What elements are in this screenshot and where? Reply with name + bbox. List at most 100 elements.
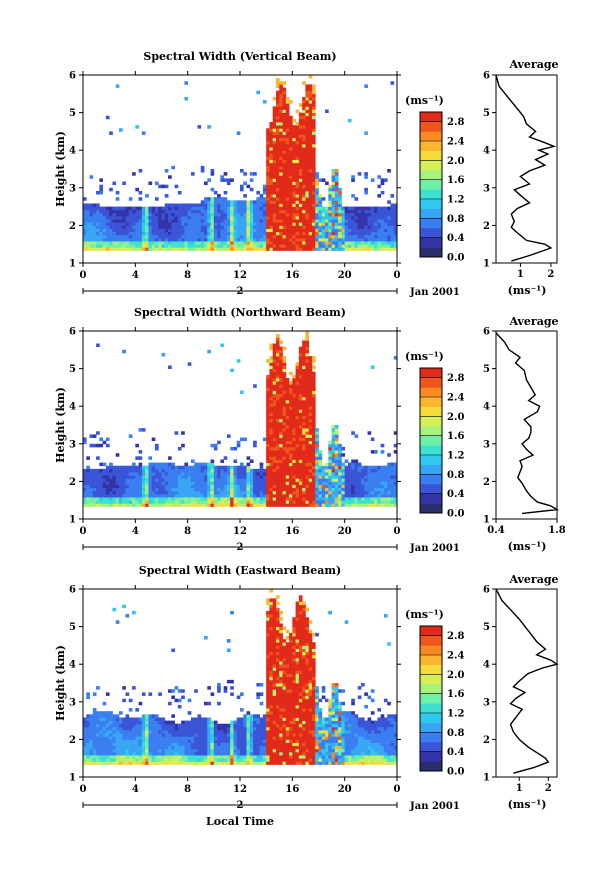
heat-cell bbox=[220, 206, 225, 211]
heat-cell bbox=[112, 714, 117, 718]
heat-cell bbox=[154, 497, 159, 501]
heat-cell bbox=[334, 225, 339, 229]
heat-cell bbox=[305, 459, 310, 463]
heat-cell bbox=[190, 730, 195, 734]
heat-cell bbox=[253, 475, 257, 479]
heat-cell bbox=[217, 465, 221, 470]
heat-cell bbox=[282, 409, 287, 413]
heat-cell bbox=[347, 209, 352, 214]
heat-cell bbox=[99, 244, 104, 248]
heat-cell bbox=[285, 418, 290, 423]
heat-cell bbox=[141, 714, 146, 718]
heat-cell bbox=[311, 169, 316, 173]
heat-cell bbox=[298, 169, 303, 173]
heat-cell bbox=[354, 468, 359, 473]
heat-cell bbox=[305, 112, 310, 117]
heat-cell bbox=[311, 184, 316, 189]
heat-cell bbox=[315, 453, 319, 457]
heat-cell bbox=[308, 241, 313, 245]
heat-cell bbox=[145, 755, 149, 759]
heat-cell bbox=[298, 172, 303, 176]
heat-cell bbox=[240, 222, 244, 226]
heat-cell bbox=[135, 493, 139, 498]
heat-cell bbox=[325, 181, 329, 186]
colorbar-swatch bbox=[420, 474, 442, 485]
heat-cell bbox=[302, 115, 306, 120]
heat-cell bbox=[161, 247, 166, 251]
heat-cell bbox=[377, 234, 382, 239]
heat-cell bbox=[217, 755, 221, 759]
heat-cell bbox=[262, 481, 267, 485]
heat-cell bbox=[197, 745, 202, 750]
heat-cell bbox=[83, 739, 87, 743]
heat-cell bbox=[161, 244, 166, 248]
heat-cell bbox=[289, 399, 293, 404]
heat-cell bbox=[302, 184, 306, 189]
heat-cell bbox=[148, 497, 153, 501]
heat-cell bbox=[220, 197, 225, 201]
heat-cell bbox=[285, 443, 290, 448]
profile-y-label: 4 bbox=[483, 146, 490, 157]
heat-cell bbox=[308, 109, 313, 113]
heat-cell bbox=[171, 462, 175, 467]
heat-cell bbox=[311, 162, 316, 167]
heat-cell bbox=[141, 739, 146, 743]
heat-cell bbox=[272, 109, 277, 113]
heat-cell bbox=[181, 733, 185, 737]
heat-cell bbox=[374, 475, 378, 479]
heat-cell bbox=[262, 244, 267, 248]
heat-cell bbox=[351, 487, 355, 492]
heat-cell bbox=[141, 730, 146, 734]
heat-cell bbox=[285, 187, 290, 192]
heat-cell bbox=[305, 403, 310, 407]
heat-cell bbox=[308, 403, 313, 407]
heat-cell bbox=[262, 187, 267, 192]
heat-cell bbox=[200, 726, 205, 731]
heat-cell bbox=[269, 368, 274, 373]
heat-cell bbox=[194, 481, 198, 485]
heat-cell bbox=[177, 237, 182, 242]
heat-cell bbox=[354, 241, 359, 245]
heat-cell bbox=[305, 219, 310, 223]
heat-cell bbox=[161, 730, 166, 734]
heat-cell bbox=[380, 468, 385, 473]
heat-cell bbox=[285, 228, 290, 233]
heat-cell bbox=[253, 484, 257, 489]
heat-cell bbox=[197, 465, 202, 470]
heat-cell bbox=[207, 225, 211, 229]
heat-cell bbox=[305, 153, 310, 157]
heat-cell bbox=[282, 90, 287, 95]
heat-cell bbox=[190, 484, 195, 489]
heat-cell bbox=[377, 475, 382, 479]
heat-cell bbox=[298, 371, 303, 376]
heat-cell bbox=[112, 503, 117, 507]
heat-cell bbox=[145, 736, 149, 740]
heat-cell bbox=[83, 717, 87, 721]
heat-cell bbox=[92, 222, 97, 226]
heat-cell bbox=[243, 194, 247, 198]
heat-cell bbox=[96, 219, 100, 223]
heat-cell bbox=[269, 387, 274, 391]
heat-cell bbox=[380, 178, 385, 182]
colorbar-swatch bbox=[420, 503, 442, 514]
heat-cell bbox=[292, 159, 296, 164]
heat-cell bbox=[200, 751, 205, 756]
heat-cell bbox=[122, 758, 126, 762]
heat-cell bbox=[204, 736, 208, 740]
heat-cell bbox=[122, 247, 126, 251]
heat-cell bbox=[105, 478, 110, 482]
heat-cell bbox=[393, 487, 397, 492]
heat-cell bbox=[377, 478, 382, 482]
heat-cell bbox=[181, 497, 185, 501]
colorbar-swatch bbox=[420, 189, 442, 200]
heat-cell bbox=[105, 736, 110, 740]
heat-cell bbox=[158, 462, 162, 467]
heat-cell bbox=[243, 237, 247, 242]
heat-cell bbox=[357, 244, 362, 248]
heat-cell bbox=[295, 187, 300, 192]
heat-cell bbox=[272, 225, 277, 229]
heat-cell bbox=[295, 147, 300, 151]
heat-cell bbox=[341, 484, 346, 489]
heat-cell bbox=[118, 231, 123, 236]
heat-cell bbox=[171, 475, 175, 479]
